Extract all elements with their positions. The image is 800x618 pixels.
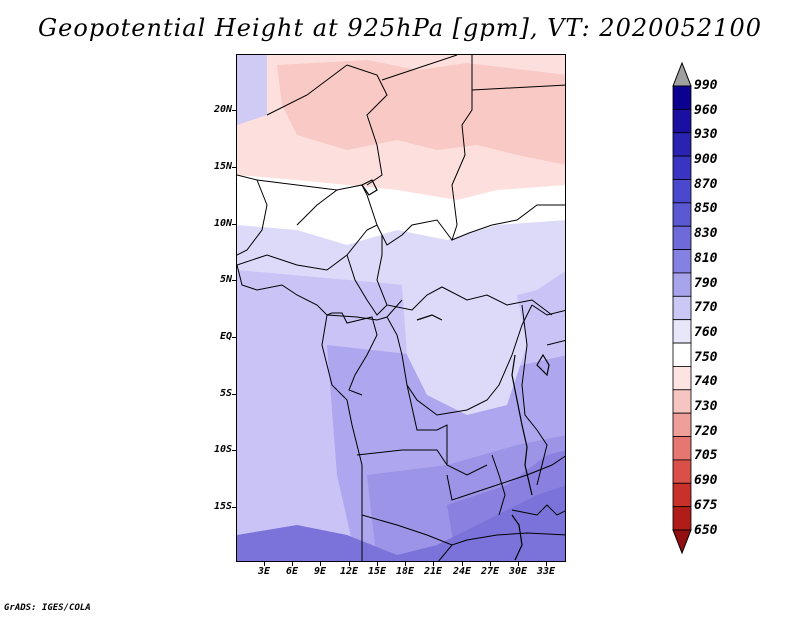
lat-label: 10N xyxy=(213,218,232,229)
lon-label: 3E xyxy=(257,566,271,577)
colorbar-cell xyxy=(672,319,692,344)
colorbar-cells xyxy=(672,85,692,531)
colorbar-label: 730 xyxy=(694,399,718,414)
lon-tick xyxy=(462,562,463,566)
colorbar xyxy=(672,61,692,555)
lon-tick xyxy=(518,562,519,566)
colorbar-label: 960 xyxy=(694,103,718,118)
lat-tick xyxy=(232,224,236,225)
lon-label: 24E xyxy=(452,566,472,577)
lat-label: EQ xyxy=(219,331,232,342)
band-770-congo xyxy=(402,280,527,415)
colorbar-cell xyxy=(672,389,692,414)
colorbar-cell xyxy=(672,179,692,204)
lon-label: 27E xyxy=(480,566,500,577)
lat-tick xyxy=(232,280,236,281)
colorbar-cell xyxy=(672,202,692,227)
lon-tick xyxy=(349,562,350,566)
map-title: Geopotential Height at 925hPa [gpm], VT:… xyxy=(38,14,762,42)
colorbar-label: 810 xyxy=(694,251,718,266)
lon-tick xyxy=(377,562,378,566)
colorbar-cell xyxy=(672,108,692,134)
colorbar-cell xyxy=(672,436,692,461)
lat-tick xyxy=(232,507,236,508)
lat-label: 15S xyxy=(213,501,232,512)
lon-label: 33E xyxy=(536,566,556,577)
height-field xyxy=(237,55,565,561)
colorbar-label: 830 xyxy=(694,226,718,241)
lon-label: 12E xyxy=(339,566,359,577)
lat-tick xyxy=(232,110,236,111)
colorbar-cell xyxy=(672,295,692,321)
lat-tick xyxy=(232,167,236,168)
lon-label: 18E xyxy=(395,566,415,577)
lon-label: 30E xyxy=(508,566,528,577)
map-panel xyxy=(236,54,566,562)
borders xyxy=(237,55,565,561)
colorbar-cell xyxy=(672,85,692,110)
colorbar-label: 900 xyxy=(694,152,718,167)
lat-label: 5N xyxy=(219,274,232,285)
band-740 xyxy=(277,60,565,165)
lon-tick xyxy=(490,562,491,566)
colorbar-cell xyxy=(672,249,692,274)
colorbar-cell xyxy=(672,412,692,437)
band-790-nw xyxy=(237,55,267,125)
colorbar-label: 990 xyxy=(694,78,718,93)
lon-tick xyxy=(546,562,547,566)
band-850-sw xyxy=(237,485,565,561)
colorbar-cell xyxy=(672,506,692,531)
lon-tick xyxy=(433,562,434,566)
colorbar-label: 690 xyxy=(694,473,718,488)
colorbar-upper-arrow xyxy=(672,61,692,87)
colorbar-label: 760 xyxy=(694,325,718,340)
colorbar-cell xyxy=(672,132,692,157)
lat-label: 15N xyxy=(213,161,232,172)
colorbar-cell xyxy=(672,459,692,484)
lon-tick xyxy=(292,562,293,566)
colorbar-cell xyxy=(672,342,692,367)
colorbar-cell xyxy=(672,155,692,180)
colorbar-cell xyxy=(672,366,692,391)
lon-label: 6E xyxy=(285,566,299,577)
colorbar-label: 650 xyxy=(694,523,718,538)
lat-tick xyxy=(232,394,236,395)
colorbar-label: 740 xyxy=(694,374,718,389)
colorbar-cell xyxy=(672,272,692,297)
colorbar-cell xyxy=(672,225,692,250)
colorbar-lower-arrow xyxy=(672,529,692,555)
lon-tick xyxy=(264,562,265,566)
colorbar-label: 870 xyxy=(694,177,718,192)
colorbar-label: 790 xyxy=(694,276,718,291)
colorbar-label: 850 xyxy=(694,201,718,216)
lat-label: 10S xyxy=(213,444,232,455)
colorbar-label: 720 xyxy=(694,424,718,439)
colorbar-label: 770 xyxy=(694,300,718,315)
lon-tick xyxy=(320,562,321,566)
lat-label: 20N xyxy=(213,104,232,115)
colorbar-label: 750 xyxy=(694,350,718,365)
colorbar-label: 705 xyxy=(694,448,718,463)
lat-label: 5S xyxy=(219,388,232,399)
lon-label: 9E xyxy=(313,566,327,577)
lon-label: 15E xyxy=(367,566,387,577)
lon-label: 21E xyxy=(423,566,443,577)
grads-credit: GrADS: IGES/COLA xyxy=(4,603,91,613)
colorbar-label: 930 xyxy=(694,127,718,142)
colorbar-label: 675 xyxy=(694,498,718,513)
lat-tick xyxy=(232,450,236,451)
colorbar-cell xyxy=(672,482,692,508)
lakes xyxy=(361,179,550,561)
lon-tick xyxy=(405,562,406,566)
lat-tick xyxy=(232,337,236,338)
